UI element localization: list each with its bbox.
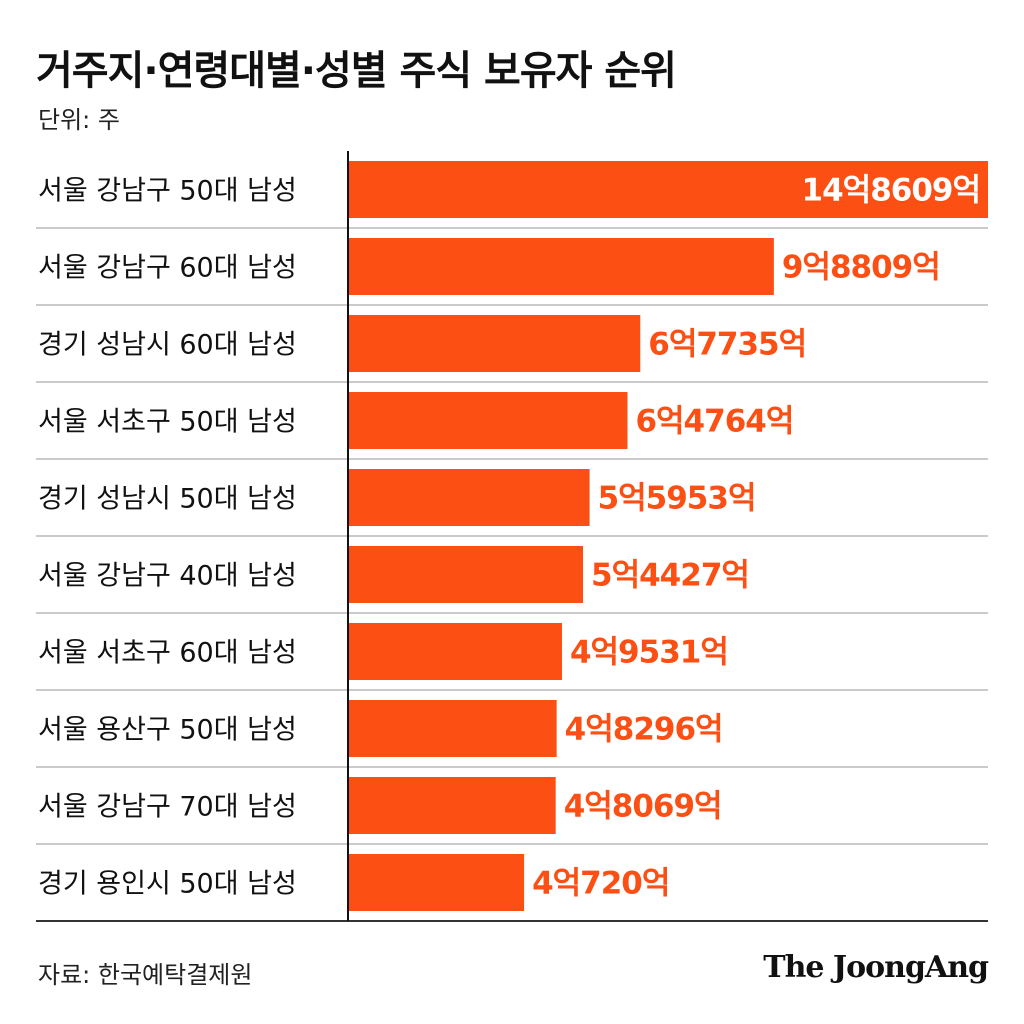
- category-label: 서울 서초구 50대 남성: [38, 407, 297, 438]
- category-label: 서울 강남구 50대 남성: [38, 176, 297, 207]
- data-label: 9억8809억: [782, 250, 940, 286]
- data-label: 6억4764억: [635, 404, 793, 440]
- source-note: 자료: 한국예탁결제원: [38, 961, 253, 989]
- category-label: 서울 강남구 40대 남성: [38, 561, 297, 592]
- data-label: 5억4427억: [591, 558, 749, 594]
- data-label: 5억5953억: [598, 481, 756, 517]
- category-label: 서울 강남구 60대 남성: [38, 253, 297, 284]
- data-label: 4억720억: [532, 866, 669, 902]
- bar: [349, 161, 988, 218]
- bar: [349, 469, 590, 526]
- unit-label: 단위: 주: [38, 106, 120, 134]
- bar: [349, 854, 525, 911]
- data-label: 4억8296억: [565, 712, 723, 748]
- data-label: 4억8069억: [564, 789, 722, 825]
- data-label: 4억9531억: [570, 635, 728, 671]
- bar: [349, 238, 774, 295]
- bar: [349, 392, 628, 449]
- bar: [349, 700, 557, 757]
- data-label: 6억7735억: [648, 327, 806, 363]
- bar: [349, 546, 584, 603]
- category-label: 경기 성남시 50대 남성: [38, 484, 297, 515]
- publisher-logo: The JoongAng: [763, 950, 989, 985]
- category-label: 경기 성남시 60대 남성: [38, 330, 297, 361]
- bar: [349, 623, 562, 680]
- chart-title: 거주지·연령대별·성별 주식 보유자 순위: [36, 48, 677, 94]
- category-label: 서울 서초구 60대 남성: [38, 638, 297, 669]
- bar: [349, 777, 556, 834]
- category-label: 서울 강남구 70대 남성: [38, 792, 297, 823]
- bar: [349, 315, 641, 372]
- data-label: 14억8609억: [802, 173, 980, 209]
- category-label: 경기 용인시 50대 남성: [38, 869, 297, 900]
- category-label: 서울 용산구 50대 남성: [38, 715, 297, 746]
